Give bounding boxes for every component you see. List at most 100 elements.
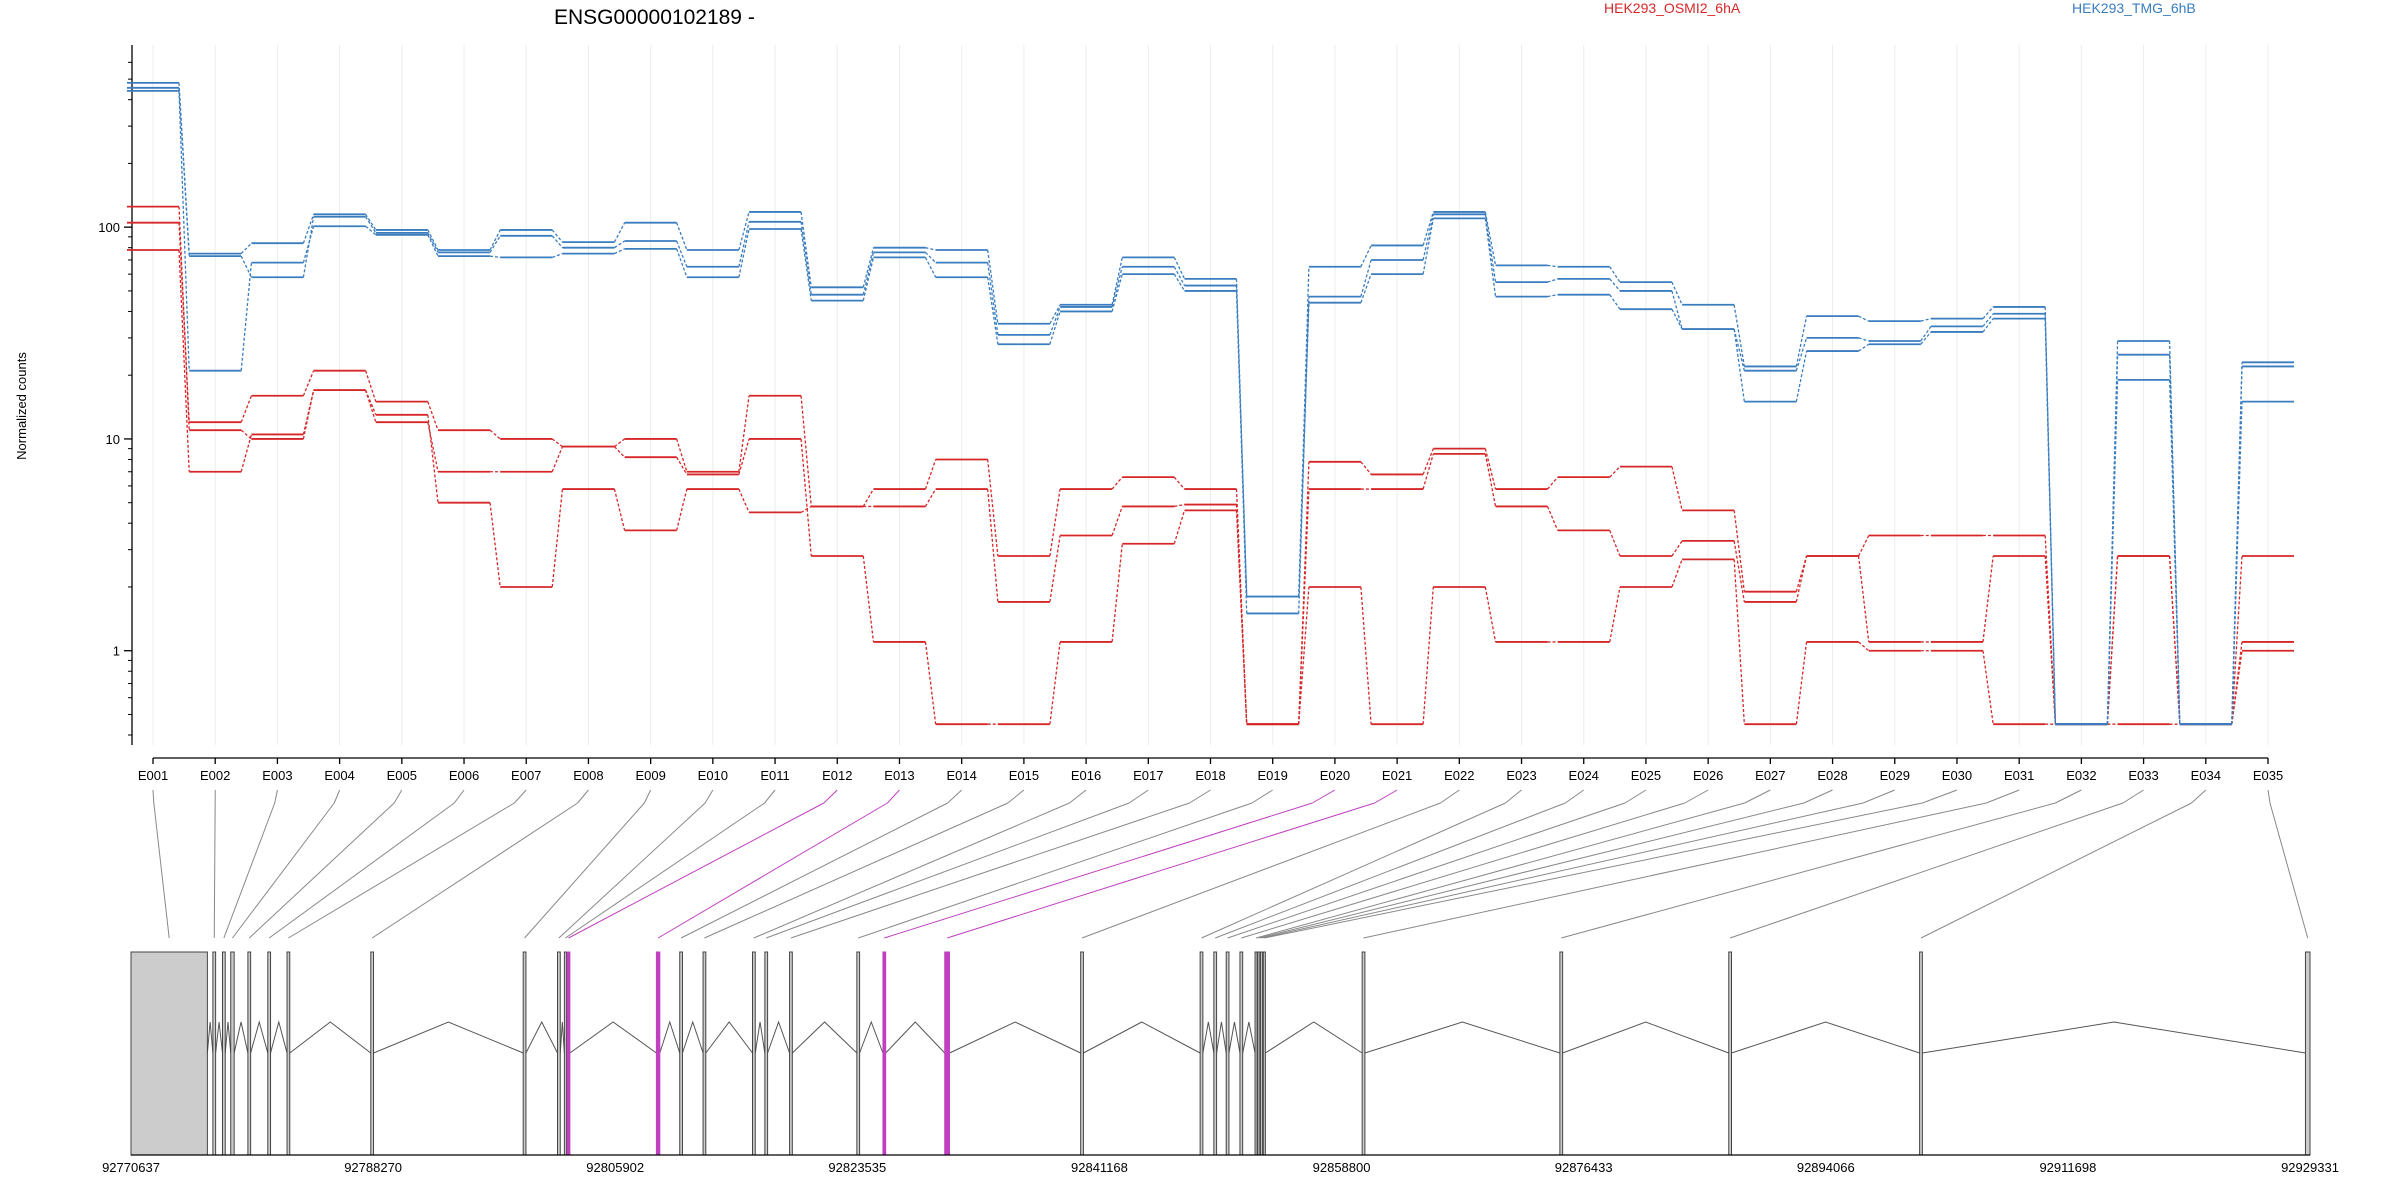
- exon-connector: [766, 802, 1130, 939]
- exon-box: [1361, 951, 1366, 1156]
- coord-tick-label: 92894066: [1797, 1160, 1855, 1175]
- exon-connector-stub: [1128, 789, 1149, 804]
- exon-connector: [680, 802, 948, 939]
- series-connector: [1795, 316, 1808, 367]
- exon-connector: [1215, 802, 1566, 939]
- exon-box: [370, 951, 375, 1156]
- intron-line: [659, 1020, 681, 1054]
- exon-connector-stub: [274, 789, 278, 804]
- coord-tick-label: 92929331: [2281, 1160, 2339, 1175]
- series-connector: [1671, 290, 1683, 330]
- exon-connector: [753, 802, 1070, 939]
- exon-connector-stub: [453, 789, 465, 804]
- exon-box: [764, 951, 769, 1156]
- x-tick-label: E027: [1755, 768, 1785, 783]
- gene-model: [130, 951, 2311, 1156]
- series-connector: [1484, 214, 1497, 283]
- x-tick-label: E007: [511, 768, 541, 783]
- series-connector: [178, 249, 190, 472]
- exon-connector-stub: [1505, 789, 1522, 804]
- x-tick-label: E014: [946, 768, 976, 783]
- series-connector: [1235, 290, 1248, 597]
- series-connector: [613, 446, 626, 458]
- series-connector: [1795, 555, 1808, 592]
- intron-line: [885, 1021, 946, 1054]
- series-connector: [1484, 448, 1497, 490]
- series-connector: [427, 401, 439, 431]
- x-tick-label: E013: [884, 768, 914, 783]
- series-connector: [1298, 461, 1310, 725]
- series-connector: [302, 370, 315, 396]
- series-connector: [240, 242, 252, 255]
- series-connector: [1049, 311, 1061, 345]
- series-connector: [1858, 343, 1870, 352]
- exon-box: [1559, 951, 1564, 1156]
- exon-connector-stub: [2267, 789, 2271, 804]
- exon-connector-stub: [823, 789, 838, 804]
- series-connector: [1857, 555, 1870, 643]
- intron-line: [1731, 1021, 1920, 1054]
- x-tick-label: E017: [1133, 768, 1163, 783]
- series-connector: [551, 229, 563, 243]
- exon-connector: [1227, 802, 1626, 939]
- series-connector: [552, 253, 563, 258]
- series-connector: [1671, 559, 1683, 588]
- series-connector: [240, 395, 253, 423]
- series-connector: [1111, 266, 1123, 308]
- series-connector: [240, 255, 252, 278]
- series-connector: [1422, 218, 1434, 275]
- intron-line: [1216, 1021, 1227, 1054]
- intron-line: [250, 1020, 269, 1054]
- series-connector: [1733, 510, 1745, 592]
- series-connector: [1049, 535, 1061, 603]
- series-connector: [1733, 329, 1745, 402]
- exon-box: [563, 951, 567, 1156]
- series-connector: [1173, 266, 1186, 286]
- exon-connector-stub: [2055, 789, 2082, 804]
- exon-box: [1239, 951, 1244, 1156]
- series-connector: [1609, 294, 1621, 310]
- series-connector: [1920, 326, 1932, 342]
- exon-connector-stub: [577, 789, 589, 804]
- series-connector: [178, 222, 190, 423]
- series-connector: [1858, 315, 1870, 322]
- series-connector: [489, 502, 501, 588]
- series-connector: [1049, 304, 1061, 325]
- exon-connector: [371, 802, 578, 939]
- series-connector: [1547, 264, 1558, 268]
- intron-line: [206, 1021, 214, 1054]
- series-connector: [302, 389, 315, 435]
- series-connector: [2168, 379, 2181, 725]
- series-connector: [862, 252, 875, 295]
- exon-connector-stub: [1803, 789, 1833, 804]
- exon-connector-stub: [333, 789, 341, 804]
- series-connector: [800, 228, 812, 301]
- exon-box: [286, 951, 291, 1156]
- series-connector: [1049, 306, 1061, 336]
- exon-box: [856, 951, 861, 1156]
- series-connector: [800, 395, 812, 507]
- x-tick-label: E024: [1569, 768, 1599, 783]
- exon-connector-stub: [1744, 789, 1771, 804]
- exon-box: [1213, 951, 1218, 1156]
- exon-connector: [565, 802, 765, 939]
- exon-connector: [213, 802, 216, 939]
- x-tick-label: E009: [635, 768, 665, 783]
- exon-box: [212, 951, 217, 1156]
- exon-box: [679, 951, 683, 1156]
- intron-line: [233, 1021, 249, 1054]
- x-tick-label: E020: [1320, 768, 1350, 783]
- legend-label-osmi2: HEK293_OSMI2_6hA: [1604, 0, 1741, 16]
- intron-line: [859, 1020, 884, 1054]
- intron-line: [754, 1021, 766, 1054]
- series-connector: [614, 248, 625, 255]
- series-connector: [2044, 555, 2057, 725]
- series-connector: [2106, 555, 2119, 725]
- y-tick-label: 10: [106, 432, 120, 447]
- exon-box: [1080, 951, 1084, 1156]
- series-connector: [924, 488, 937, 507]
- intron-line: [681, 1020, 704, 1054]
- series-connector: [1609, 530, 1621, 557]
- series-connector: [551, 438, 563, 448]
- series-connector: [1173, 257, 1186, 280]
